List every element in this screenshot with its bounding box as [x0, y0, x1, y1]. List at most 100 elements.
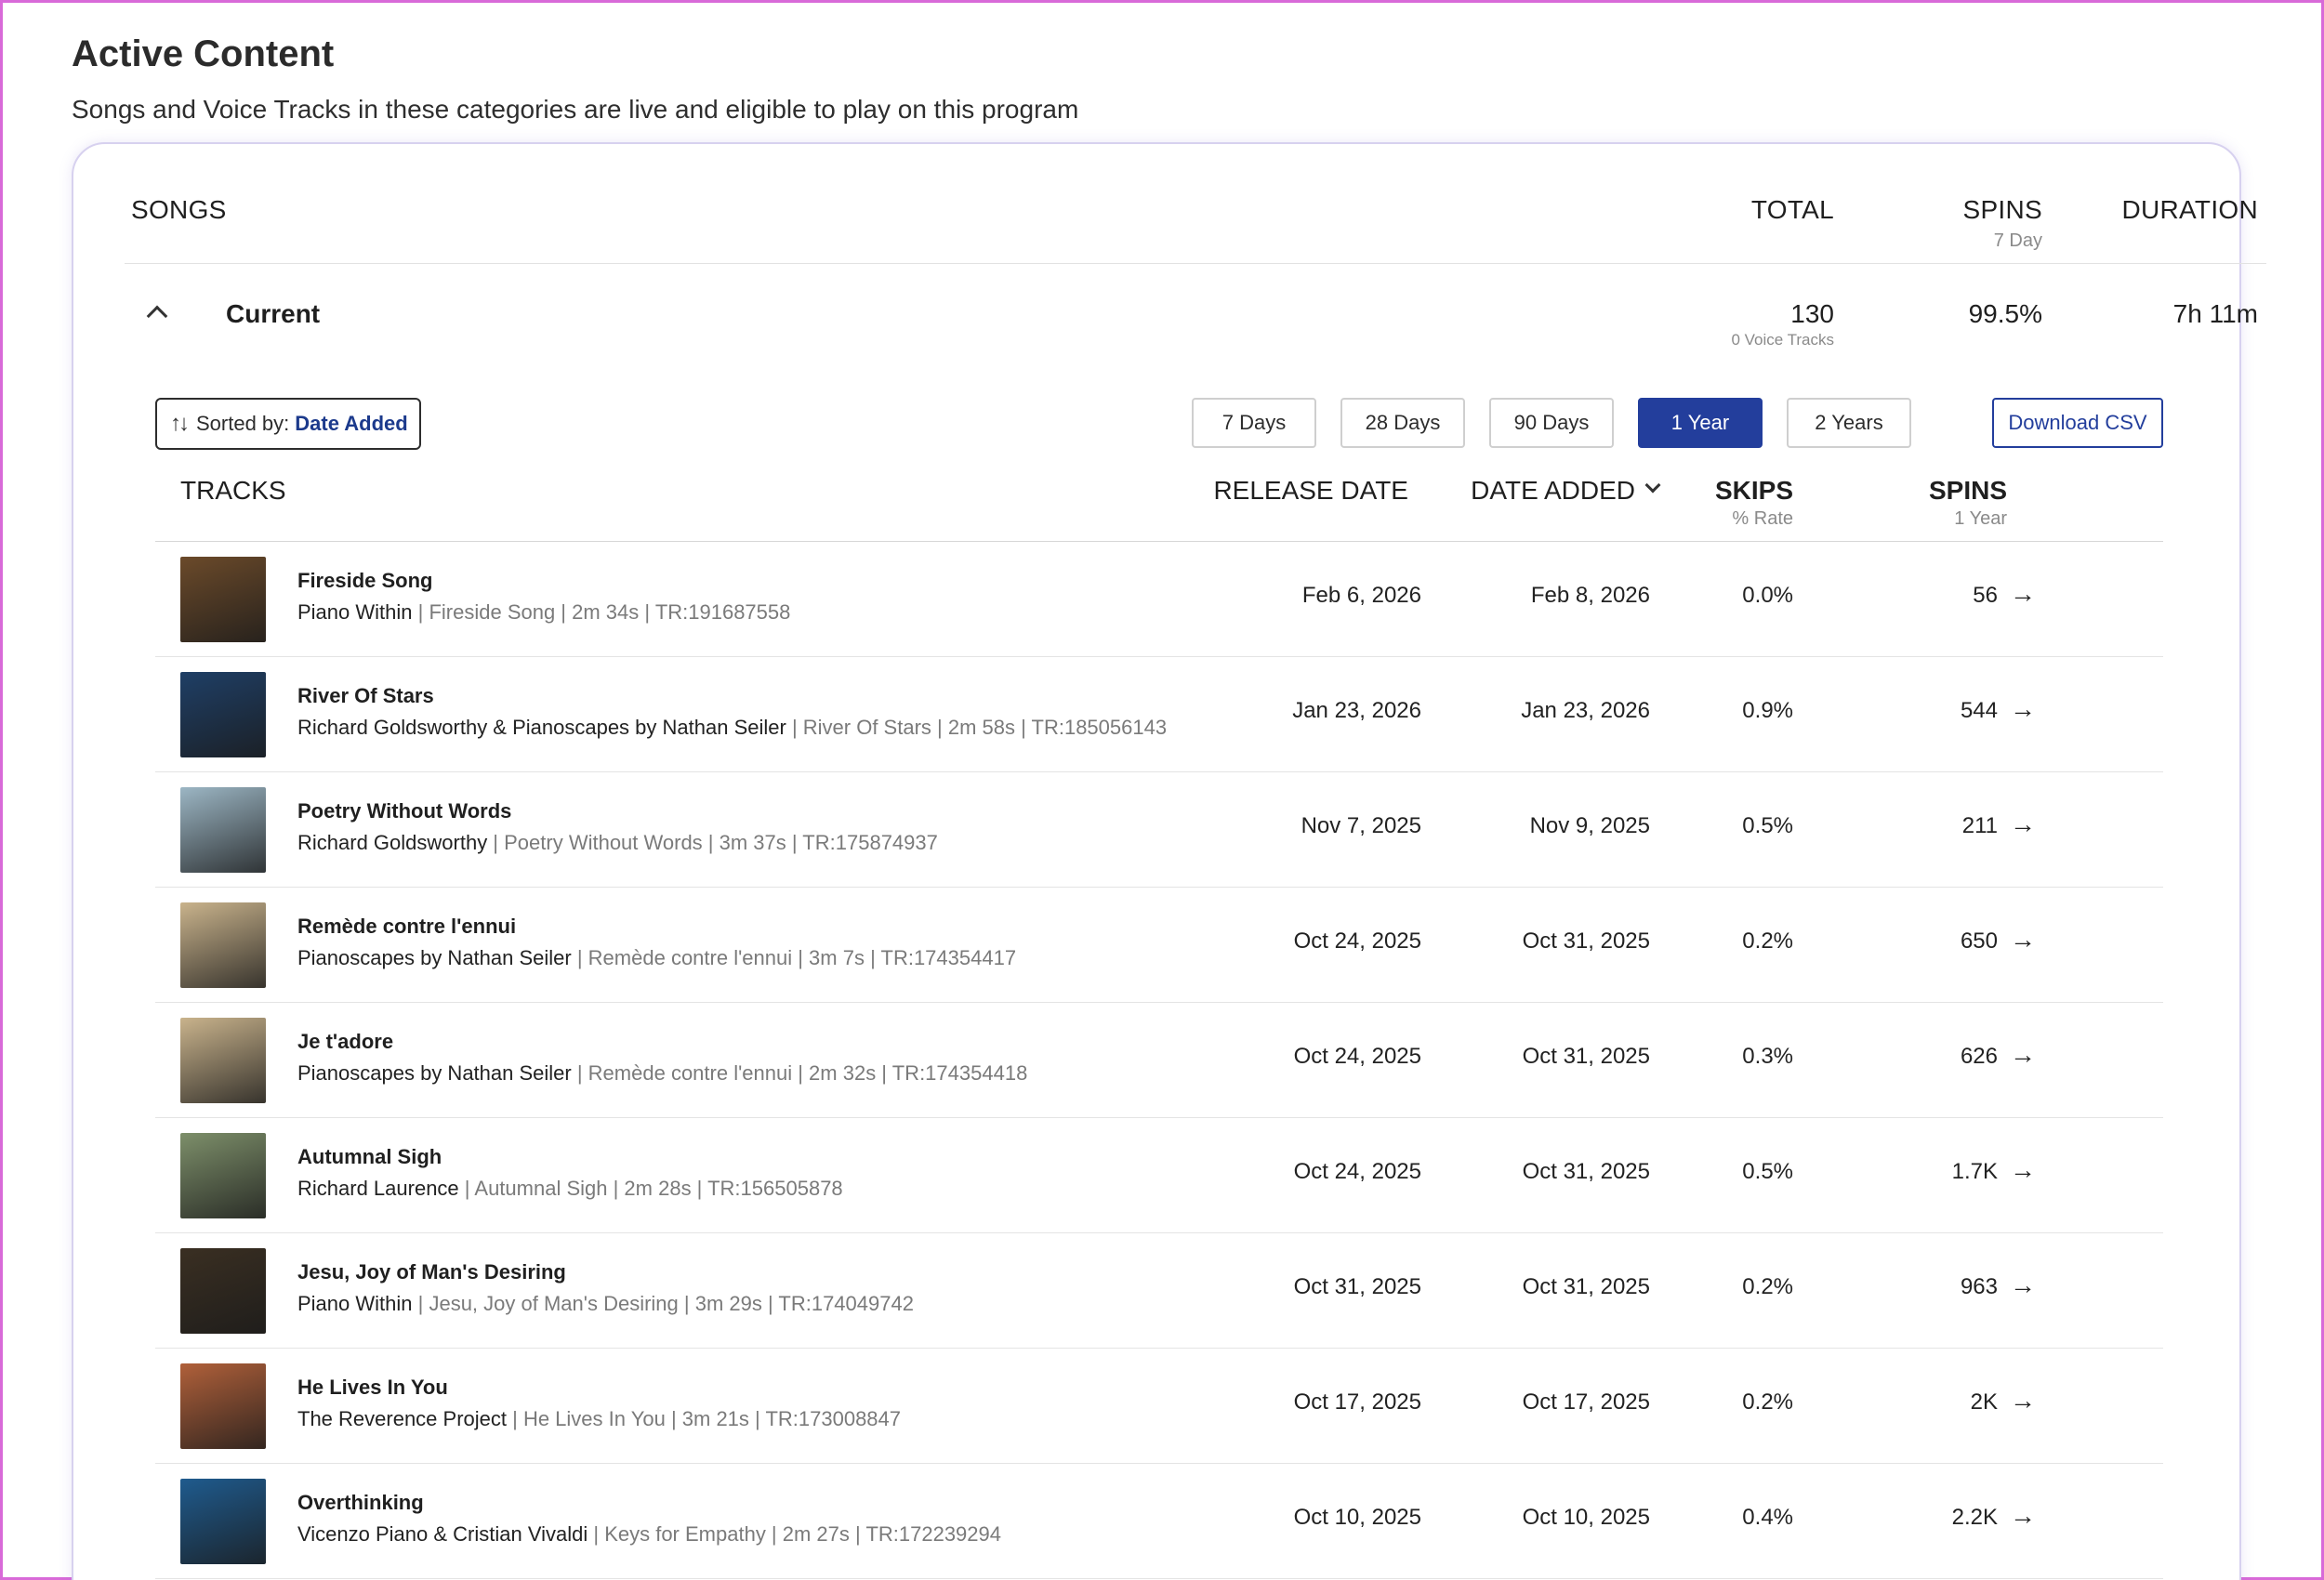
sort-button[interactable]: ↑↓ Sorted by: Date Added	[155, 398, 421, 450]
track-title: River Of Stars	[297, 684, 434, 707]
sort-desc-chevron-icon[interactable]	[1644, 477, 1661, 494]
spins-column-header[interactable]: SPINS	[1928, 476, 2007, 505]
release-date-cell: Oct 17, 2025	[1293, 1389, 1421, 1415]
track-title: Remède contre l'ennui	[297, 915, 517, 938]
spins-header: SPINS	[1962, 195, 2042, 224]
spins-cell: 626	[1960, 1044, 1998, 1069]
track-row[interactable]: Overthinking Vicenzo Piano & Cristian Vi…	[155, 1464, 2163, 1579]
release-date-cell: Oct 24, 2025	[1293, 1159, 1421, 1184]
range-1-year-button[interactable]: 1 Year	[1638, 398, 1763, 448]
skips-cell: 0.9%	[1742, 698, 1793, 723]
sort-value: Date Added	[295, 412, 408, 435]
track-meta: Pianoscapes by Nathan Seiler | Remède co…	[297, 1061, 1027, 1086]
date-added-cell: Jan 23, 2026	[1521, 698, 1650, 723]
track-row[interactable]: Jesu, Joy of Man's Desiring Piano Within…	[155, 1233, 2163, 1349]
album-art-image	[180, 1363, 266, 1449]
arrow-right-icon[interactable]: →	[2010, 694, 2036, 723]
date-added-cell: Oct 10, 2025	[1522, 1505, 1650, 1530]
collapse-chevron-icon[interactable]	[146, 305, 168, 327]
arrow-right-icon[interactable]: →	[2010, 1386, 2036, 1415]
date-added-cell: Nov 9, 2025	[1529, 813, 1650, 838]
spins-period-sub-label: 1 Year	[1954, 508, 2007, 529]
track-title: Jesu, Joy of Man's Desiring	[297, 1260, 566, 1284]
total-header: TOTAL	[1750, 195, 1834, 224]
track-details: | He Lives In You | 3m 21s | TR:17300884…	[507, 1407, 902, 1430]
release-date-cell: Oct 24, 2025	[1293, 928, 1421, 954]
release-date-cell: Jan 23, 2026	[1292, 698, 1421, 723]
track-meta: Vicenzo Piano & Cristian Vivaldi | Keys …	[297, 1522, 1001, 1547]
track-title: He Lives In You	[297, 1376, 448, 1399]
album-art-image	[180, 672, 266, 757]
skips-cell: 0.0%	[1742, 583, 1793, 608]
release-date-cell: Feb 6, 2026	[1301, 583, 1421, 608]
album-art-image	[180, 1133, 266, 1218]
category-name[interactable]: Current	[226, 299, 321, 328]
track-title: Poetry Without Words	[297, 799, 512, 823]
range-7-days-button[interactable]: 7 Days	[1192, 398, 1316, 448]
track-title: Overthinking	[297, 1491, 424, 1514]
track-row[interactable]: Remède contre l'ennui Pianoscapes by Nat…	[155, 888, 2163, 1003]
summary-divider	[125, 263, 2266, 264]
track-artist: Richard Goldsworthy & Pianoscapes by Nat…	[297, 716, 786, 739]
skips-cell: 0.5%	[1742, 1159, 1793, 1184]
track-meta: Piano Within | Fireside Song | 2m 34s | …	[297, 600, 790, 625]
arrow-right-icon[interactable]: →	[2010, 1271, 2036, 1299]
album-art-image	[180, 902, 266, 988]
track-meta: Richard Laurence | Autumnal Sigh | 2m 28…	[297, 1177, 843, 1201]
arrow-right-icon[interactable]: →	[2010, 1040, 2036, 1069]
active-content-card: SONGS TOTAL SPINS 7 Day DURATION Current…	[72, 142, 2266, 1580]
date-added-cell: Oct 31, 2025	[1522, 1159, 1650, 1184]
date-added-cell: Oct 17, 2025	[1522, 1389, 1650, 1415]
range-28-days-button[interactable]: 28 Days	[1340, 398, 1465, 448]
track-meta: Richard Goldsworthy | Poetry Without Wor…	[297, 831, 938, 855]
track-row[interactable]: He Lives In You The Reverence Project | …	[155, 1349, 2163, 1464]
tracks-column-header: TRACKS	[180, 476, 286, 505]
track-meta: The Reverence Project | He Lives In You …	[297, 1407, 901, 1431]
track-row[interactable]: River Of Stars Richard Goldsworthy & Pia…	[155, 657, 2163, 772]
release-date-cell: Oct 31, 2025	[1293, 1274, 1421, 1299]
download-csv-button[interactable]: Download CSV	[1992, 398, 2163, 448]
track-meta: Piano Within | Jesu, Joy of Man's Desiri…	[297, 1292, 914, 1316]
songs-header: SONGS	[131, 195, 227, 224]
track-artist: Piano Within	[297, 600, 413, 624]
track-meta: Richard Goldsworthy & Pianoscapes by Nat…	[297, 716, 1167, 740]
arrow-right-icon[interactable]: →	[2010, 925, 2036, 954]
table-header-divider	[155, 541, 2163, 542]
page-title: Active Content	[72, 33, 335, 74]
skips-cell: 0.2%	[1742, 1274, 1793, 1299]
track-details: | Autumnal Sigh | 2m 28s | TR:156505878	[458, 1177, 843, 1200]
release-date-column-header[interactable]: RELEASE DATE	[1213, 476, 1408, 505]
track-title: Autumnal Sigh	[297, 1145, 442, 1168]
range-2-years-button[interactable]: 2 Years	[1787, 398, 1911, 448]
album-art-image	[180, 1479, 266, 1564]
track-details: | Keys for Empathy | 2m 27s | TR:1722392…	[588, 1522, 1001, 1546]
spins-period-label: 7 Day	[1993, 230, 2042, 251]
category-spins: 99.5%	[1968, 299, 2042, 328]
arrow-right-icon[interactable]: →	[2010, 1155, 2036, 1184]
release-date-cell: Nov 7, 2025	[1301, 813, 1421, 838]
track-artist: Richard Laurence	[297, 1177, 459, 1200]
track-row[interactable]: Fireside Song Piano Within | Fireside So…	[155, 542, 2163, 657]
arrow-right-icon[interactable]: →	[2010, 1501, 2036, 1530]
range-90-days-button[interactable]: 90 Days	[1489, 398, 1614, 448]
track-artist: The Reverence Project	[297, 1407, 507, 1430]
skips-rate-label: % Rate	[1732, 508, 1793, 529]
spins-cell: 650	[1960, 928, 1998, 954]
date-added-column-header[interactable]: DATE ADDED	[1471, 476, 1635, 505]
track-details: | Fireside Song | 2m 34s | TR:191687558	[412, 600, 791, 624]
track-artist: Pianoscapes by Nathan Seiler	[297, 946, 572, 969]
skips-cell: 0.2%	[1742, 928, 1793, 954]
arrow-right-icon[interactable]: →	[2010, 810, 2036, 838]
skips-column-header[interactable]: SKIPS	[1714, 476, 1793, 505]
skips-cell: 0.5%	[1742, 813, 1793, 838]
track-row[interactable]: Poetry Without Words Richard Goldsworthy…	[155, 772, 2163, 888]
date-added-cell: Oct 31, 2025	[1522, 1274, 1650, 1299]
date-added-cell: Feb 8, 2026	[1530, 583, 1650, 608]
spins-cell: 963	[1960, 1274, 1998, 1299]
track-row[interactable]: Autumnal Sigh Richard Laurence | Autumna…	[155, 1118, 2163, 1233]
track-row[interactable]: Je t'adore Pianoscapes by Nathan Seiler …	[155, 1003, 2163, 1118]
skips-cell: 0.2%	[1742, 1389, 1793, 1415]
arrow-right-icon[interactable]: →	[2010, 579, 2036, 608]
category-total: 130	[1790, 299, 1834, 328]
album-art-image	[180, 1018, 266, 1103]
